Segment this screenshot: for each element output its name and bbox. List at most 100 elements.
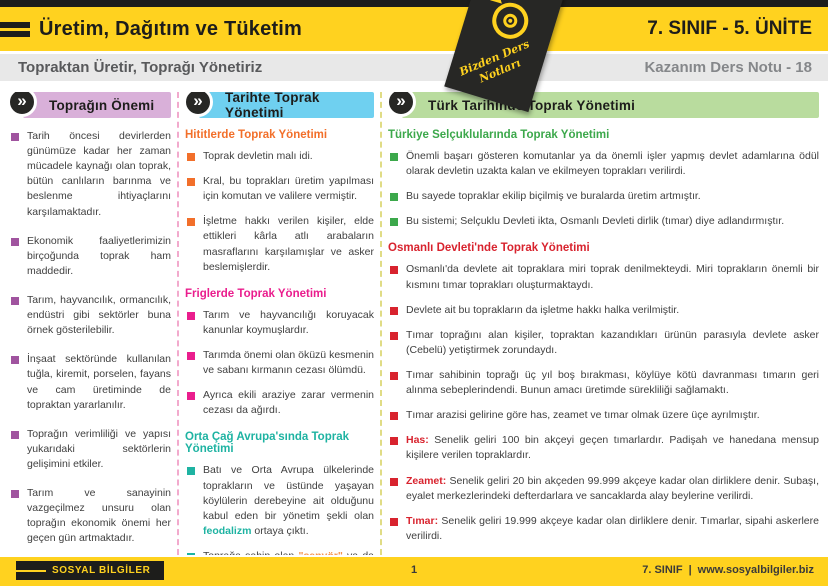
- header-title-group: Üretim, Dağıtım ve Tüketim: [0, 18, 302, 41]
- list-item-text: Tarım, hayvancılık, ormancılık, endüstri…: [27, 293, 171, 337]
- list-item: Önemli başarı gösteren komutanlar ya da …: [388, 149, 819, 179]
- content-column: » Tarihte Toprak Yönetimi Hititlerde Topra…: [185, 92, 374, 555]
- list-item-text: Tarım ve sanayinin vazgeçilmez unsuru ol…: [27, 487, 171, 545]
- bullet-square-icon: [390, 437, 398, 446]
- column-title: Türk Tarihinde Toprak Yönetimi: [402, 92, 819, 118]
- list-item-text: İşletme hakkı verilen kişiler, elde etti…: [203, 215, 374, 273]
- list-item: İşletme hakkı verilen kişiler, elde etti…: [185, 214, 374, 274]
- bullet-square-icon: [11, 133, 19, 141]
- text-segment: Senelik geliri 20 bin akçeden 99.999 akç…: [406, 474, 819, 502]
- list-item-text: Toprağa sahip olan "senyör" ya da "dereb…: [203, 549, 374, 555]
- bullet-square-icon: [187, 311, 195, 320]
- text-segment: Tımar:: [406, 514, 439, 527]
- list-item-text: Tarım ve hayvancılığı koruyacak kanunlar…: [203, 308, 374, 336]
- bullet-square-icon: [187, 178, 195, 187]
- list-item-text: Batı ve Orta Avrupa ülkelerinde toprakla…: [203, 463, 374, 539]
- content-column: » Toprağın Önemi Tarih öncesi devirlerden …: [9, 92, 171, 555]
- bullet-square-icon: [187, 552, 195, 555]
- footer-website-link[interactable]: www.sosyalbilgiler.biz: [697, 564, 814, 576]
- text-segment: feodalizm: [203, 524, 252, 537]
- list-item-text: Bu sayede topraklar ekilip biçilmiş ve b…: [406, 190, 701, 203]
- column-header: » Türk Tarihinde Toprak Yönetimi: [388, 92, 819, 119]
- page-number: 1: [410, 564, 418, 576]
- list-item-text: Osmanlı'da devlete ait topraklara miri t…: [406, 263, 819, 291]
- list-item: Toprağa sahip olan "senyör" ya da "dereb…: [185, 549, 374, 555]
- list-item-text: Kral, bu toprakları üretim yapılması içi…: [203, 175, 374, 203]
- top-black-strip: [0, 0, 828, 7]
- text-segment: ortaya çıktı.: [251, 524, 309, 537]
- column-header: » Toprağın Önemi: [9, 92, 171, 119]
- list-item: Tarım ve sanayinin vazgeçilmez unsuru ol…: [9, 486, 171, 546]
- footer-divider: |: [688, 564, 692, 576]
- list-item: Tarih öncesi devirlerden günümüze kadar …: [9, 129, 171, 220]
- topic-subtitle: Topraktan Üretir, Toprağı Yönetiriz: [18, 59, 263, 76]
- bullet-square-icon: [187, 153, 195, 161]
- section-heading: Osmanlı Devleti'nde Toprak Yönetimi: [388, 242, 590, 255]
- list-item-text: Toprak devletin malı idi.: [203, 150, 313, 162]
- list-item-text: Zeamet: Senelik geliri 20 bin akçeden 99…: [406, 474, 819, 504]
- list-item-text: Bu sistemi; Selçuklu Devleti ikta, Osman…: [406, 215, 785, 228]
- bullet-square-icon: [187, 351, 195, 360]
- list-item-text: Devlete ait bu toprakların da işletme ha…: [406, 303, 680, 316]
- note-number-label: Kazanım Ders Notu - 18: [644, 59, 812, 76]
- content-column: » Türk Tarihinde Toprak Yönetimi Türkiye S…: [388, 92, 819, 555]
- bullet-square-icon: [390, 412, 398, 421]
- bullet-square-icon: [390, 266, 398, 275]
- subheader-band: Topraktan Üretir, Toprağı Yönetiriz Kaza…: [0, 54, 828, 81]
- list-item-text: Ekonomik faaliyetlerimizin birçoğunda to…: [27, 234, 171, 277]
- bullet-square-icon: [390, 331, 398, 340]
- section-heading: Türkiye Selçuklularında Toprak Yönetimi: [388, 129, 610, 141]
- list-item: Devlete ait bu toprakların da işletme ha…: [388, 303, 819, 318]
- bullet-square-icon: [11, 237, 19, 246]
- column-title: Tarihte Toprak Yönetimi: [199, 92, 374, 120]
- list-item: Tarım, hayvancılık, ormancılık, endüstri…: [9, 293, 171, 338]
- list-item: Tarımda önemi olan öküzü kesmenin ve sab…: [185, 348, 374, 378]
- bullet-square-icon: [390, 517, 398, 526]
- text-segment: "senyör": [298, 550, 342, 555]
- section-heading: Orta Çağ Avrupa'sında Toprak Yönetimi: [185, 431, 349, 456]
- bullet-square-icon: [11, 430, 19, 439]
- bullet-square-icon: [11, 356, 19, 365]
- bullet-square-icon: [390, 193, 398, 202]
- list-item: Osmanlı'da devlete ait topraklara miri t…: [388, 262, 819, 292]
- bullet-square-icon: [390, 306, 398, 315]
- column-header: » Tarihte Toprak Yönetimi: [185, 92, 374, 120]
- bullet-square-icon: [11, 490, 19, 499]
- footer-grade: 7. SINIF: [642, 564, 683, 576]
- list-item: Bu sistemi; Selçuklu Devleti ikta, Osman…: [388, 214, 819, 229]
- list-item-text: Önemli başarı gösteren komutanlar ya da …: [406, 150, 819, 178]
- section-heading: Friglerde Toprak Yönetimi: [185, 287, 327, 300]
- column-separator: [380, 92, 382, 555]
- list-item: Tımar: Senelik geliri 19.999 akçeye kada…: [388, 514, 819, 544]
- footer-site-info: 7. SINIF | www.sosyalbilgiler.biz: [642, 564, 814, 576]
- column-separator: [177, 92, 179, 555]
- section-heading: Hititlerde Toprak Yönetimi: [185, 129, 328, 141]
- double-bar-icon: [0, 19, 30, 40]
- subject-badge: SOSYAL BİLGİLER: [0, 561, 165, 580]
- list-item: Tarım ve hayvancılığı koruyacak kanunlar…: [185, 308, 374, 338]
- list-item: Ekonomik faaliyetlerimizin birçoğunda to…: [9, 234, 171, 279]
- chevron-icon: »: [185, 92, 213, 117]
- list-item-text: Tımar sahibinin toprağı üç yıl boş bırak…: [406, 368, 819, 397]
- brand-name: Bizden Ders Notları: [457, 37, 531, 86]
- list-item-text: Tarih öncesi devirlerden günümüze kadar …: [27, 130, 171, 218]
- text-segment: ya da: [343, 550, 374, 555]
- grade-unit-label: 7. SINIF - 5. ÜNİTE: [647, 18, 812, 39]
- bullet-square-icon: [187, 467, 195, 476]
- list-item-text: Tarımda önemi olan öküzü kesmenin ve sab…: [203, 348, 374, 377]
- list-item: Ayrıca ekili araziye zarar vermenin ceza…: [185, 388, 374, 418]
- list-item: Tımar arazisi gelirine göre has, zeamet …: [388, 408, 819, 423]
- bullet-square-icon: [390, 371, 398, 380]
- list-item: Toprağın verimliliği ve yapısı yukarıdak…: [9, 427, 171, 472]
- bullet-square-icon: [187, 392, 195, 401]
- chevron-icon: »: [388, 92, 416, 117]
- footer-band: SOSYAL BİLGİLER 1 7. SINIF | www.sosyalbil…: [0, 557, 828, 586]
- list-item-text: Toprağın verimliliği ve yapısı yukarıdak…: [27, 427, 171, 470]
- columns: » Toprağın Önemi Tarih öncesi devirlerden …: [9, 92, 819, 555]
- header-band: Üretim, Dağıtım ve Tüketim 7. SINIF - 5.…: [0, 7, 828, 51]
- list-item: Tımar sistemi; tımar sahiplerinin görevi…: [388, 554, 819, 556]
- bullet-square-icon: [390, 218, 398, 227]
- text-segment: Has:: [406, 434, 429, 447]
- list-item-text: İnşaat sektöründe kullanılan tuğla, kire…: [27, 353, 171, 411]
